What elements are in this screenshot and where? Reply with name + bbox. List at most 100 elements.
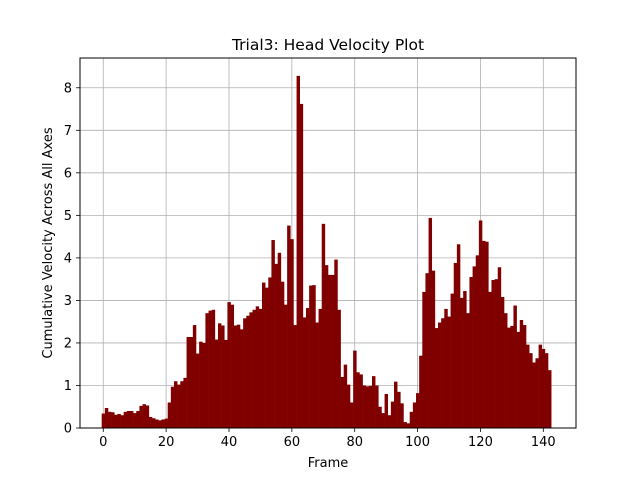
y-tick-label: 5 xyxy=(64,209,72,224)
bar xyxy=(249,312,253,428)
bar xyxy=(145,405,150,428)
bar xyxy=(522,325,527,428)
bar xyxy=(296,75,301,429)
x-tick-label: 40 xyxy=(221,435,238,450)
bar xyxy=(434,328,439,428)
bar xyxy=(221,325,225,428)
bar xyxy=(548,370,552,428)
bar xyxy=(529,353,533,428)
bar xyxy=(350,402,354,428)
y-tick-label: 8 xyxy=(64,81,72,96)
bar xyxy=(318,308,323,428)
bar xyxy=(101,413,106,428)
bar xyxy=(485,241,489,428)
bar xyxy=(324,265,329,428)
bar xyxy=(516,331,521,428)
bar xyxy=(239,329,244,428)
bar xyxy=(287,225,291,428)
bar xyxy=(409,411,414,428)
x-axis-ticks: 0 20 40 60 80 100 120 140 xyxy=(99,428,556,450)
bar xyxy=(368,385,373,428)
bar xyxy=(390,401,395,428)
bar xyxy=(422,291,426,428)
bar xyxy=(394,381,398,428)
bar xyxy=(243,318,247,428)
bar xyxy=(328,274,332,428)
bar xyxy=(431,270,436,428)
bar xyxy=(271,240,275,428)
bar xyxy=(337,309,341,428)
y-tick-label: 7 xyxy=(64,124,72,139)
bar xyxy=(192,325,197,428)
y-tick-label: 1 xyxy=(64,379,72,394)
bar xyxy=(183,377,187,428)
bar xyxy=(419,355,423,428)
bar xyxy=(463,291,467,428)
bar xyxy=(161,419,165,428)
bar xyxy=(195,353,200,428)
bar xyxy=(236,324,241,428)
y-tick-label: 4 xyxy=(64,251,72,266)
bar xyxy=(466,313,470,428)
bar xyxy=(255,306,260,428)
bar xyxy=(331,274,335,428)
bar xyxy=(114,414,118,428)
bar xyxy=(202,342,206,428)
bars xyxy=(101,75,552,429)
bar xyxy=(302,317,307,428)
bar xyxy=(456,244,461,428)
bar xyxy=(416,393,420,428)
bar xyxy=(312,285,316,428)
bar xyxy=(142,404,146,428)
x-axis-label: Frame xyxy=(308,456,349,471)
y-axis-ticks: 0 1 2 3 4 5 6 7 8 xyxy=(64,81,80,437)
bar xyxy=(412,402,417,428)
bar xyxy=(155,419,159,428)
chart-title: Trial3: Head Velocity Plot xyxy=(231,36,424,54)
bar xyxy=(230,304,235,428)
x-tick-label: 60 xyxy=(284,435,301,450)
bar xyxy=(233,325,238,428)
bar xyxy=(526,344,530,428)
y-tick-label: 3 xyxy=(64,294,72,309)
bar xyxy=(482,240,486,428)
x-tick-label: 140 xyxy=(531,435,556,450)
bar xyxy=(290,239,294,428)
bar xyxy=(117,413,121,428)
bar xyxy=(397,391,401,428)
bar xyxy=(246,315,250,428)
y-tick-label: 0 xyxy=(64,422,72,437)
bar xyxy=(208,310,213,428)
bar xyxy=(217,323,222,428)
bar xyxy=(299,103,304,429)
bar xyxy=(541,348,546,428)
plot-area-frame xyxy=(79,57,577,429)
bar xyxy=(293,325,297,428)
bar xyxy=(362,385,367,428)
bar xyxy=(258,308,263,428)
bar xyxy=(353,350,357,428)
bar xyxy=(315,322,319,428)
bar xyxy=(532,362,536,428)
bar xyxy=(265,287,269,428)
bar xyxy=(343,364,348,428)
bar xyxy=(173,381,178,428)
bar xyxy=(309,285,313,428)
bar xyxy=(104,408,109,428)
bar xyxy=(384,393,389,428)
bar xyxy=(365,386,370,428)
bar xyxy=(378,406,382,428)
bar xyxy=(205,313,209,428)
bar xyxy=(305,308,310,428)
bar xyxy=(177,384,181,428)
bar xyxy=(120,415,124,428)
x-tick-label: 100 xyxy=(405,435,430,450)
bar xyxy=(356,372,360,428)
bar xyxy=(199,341,203,428)
bar xyxy=(497,267,502,428)
bar xyxy=(340,376,345,428)
bar xyxy=(475,255,480,428)
y-axis-label: Cumulative Velocity Across All Axes xyxy=(41,127,56,358)
bar xyxy=(268,277,272,428)
bar xyxy=(438,322,442,428)
